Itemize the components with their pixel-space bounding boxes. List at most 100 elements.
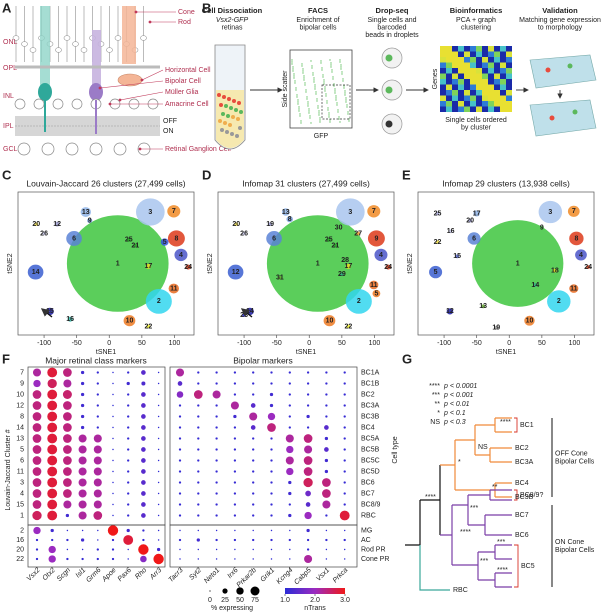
- facs-dot: [309, 117, 311, 119]
- row-label: 15: [16, 501, 24, 508]
- shape: [529, 99, 597, 137]
- dot: [197, 470, 200, 473]
- dot: [51, 538, 54, 542]
- dot: [233, 503, 237, 506]
- bipolar-purple: [92, 30, 101, 90]
- heat-cell: [440, 62, 446, 68]
- facs-dot: [343, 87, 345, 89]
- step-subtitle: Single cells and: [367, 17, 416, 24]
- dot: [252, 503, 255, 506]
- marker-dot: [140, 78, 144, 82]
- heat-cell: [488, 51, 494, 57]
- dot: [215, 382, 218, 385]
- dot: [233, 459, 237, 462]
- cluster: [467, 232, 481, 245]
- dot: [343, 426, 346, 429]
- facs-dot: [292, 70, 294, 72]
- dot: [78, 489, 87, 498]
- heat-cell: [494, 101, 500, 107]
- right-box: [169, 524, 358, 568]
- leaf-label: BC8/9?: [520, 492, 543, 499]
- row-label: 22: [16, 556, 24, 563]
- dot: [127, 437, 130, 440]
- cluster: [586, 265, 591, 269]
- heat-cell: [476, 51, 482, 57]
- heat-cell: [488, 90, 494, 96]
- cluster: [126, 238, 131, 242]
- facs-dot: [294, 82, 296, 84]
- layer-label: OPL: [3, 65, 17, 72]
- node-annotation: ****: [500, 419, 511, 426]
- dot: [80, 381, 85, 386]
- facs-dot: [342, 78, 344, 80]
- color-key-label: 2.0: [310, 597, 320, 604]
- dot: [111, 548, 115, 551]
- nucleus: [80, 47, 88, 53]
- row-label: 3: [20, 479, 24, 486]
- dot: [270, 548, 273, 551]
- shape: [419, 545, 450, 591]
- gene-label: Vsx1: [315, 567, 331, 583]
- cluster-label: 12: [446, 308, 454, 315]
- dot: [80, 538, 85, 542]
- facs-dot: [313, 81, 315, 83]
- dot: [249, 412, 258, 421]
- dot: [66, 538, 69, 542]
- node-annotation: ***: [470, 505, 478, 512]
- dot: [48, 555, 56, 563]
- dot: [47, 488, 58, 499]
- panel-letter: E: [402, 167, 411, 182]
- dot: [178, 470, 182, 473]
- dot: [153, 553, 164, 565]
- cluster-label: 2: [357, 298, 361, 305]
- cluster: [333, 243, 338, 248]
- cell-type-label: BC2: [361, 391, 375, 398]
- dot: [250, 403, 256, 408]
- facs-dot: [327, 109, 329, 111]
- heat-cell: [446, 79, 452, 85]
- heat-cell: [440, 90, 446, 96]
- heat-cell: [452, 46, 458, 52]
- dot: [157, 393, 160, 396]
- step-title: Cell Dissociation: [202, 6, 263, 15]
- heat-cell: [470, 106, 476, 112]
- facs-dot: [345, 101, 347, 103]
- dot: [215, 558, 218, 560]
- dot: [96, 382, 99, 385]
- shape: [514, 544, 519, 588]
- dot: [127, 459, 130, 462]
- dot: [303, 456, 313, 465]
- dot: [289, 529, 291, 532]
- facs-dot: [312, 72, 314, 74]
- dot: [157, 437, 160, 440]
- heat-cell: [470, 57, 476, 63]
- cluster: [435, 240, 440, 244]
- cell-dot: [224, 104, 228, 108]
- cluster: [268, 222, 273, 227]
- leaf-label: BC6: [515, 532, 529, 539]
- dot: [306, 371, 310, 374]
- x-tick-label: -100: [37, 340, 51, 347]
- legend-stars: NS: [430, 419, 440, 426]
- cluster-label: 13: [282, 209, 290, 216]
- x-tick-label: -50: [472, 340, 482, 347]
- facs-dot: [330, 66, 332, 68]
- heat-cell: [464, 46, 470, 52]
- cluster-label: 9: [88, 217, 92, 224]
- heat-cell: [452, 79, 458, 85]
- cluster-label: 3: [348, 209, 352, 216]
- nucleus: [72, 41, 79, 47]
- cluster: [281, 208, 290, 216]
- x-tick-label: 0: [307, 340, 311, 347]
- dot: [78, 467, 87, 476]
- dot: [63, 434, 72, 443]
- facs-dot: [329, 119, 331, 121]
- dot: [234, 529, 236, 532]
- cluster-label: 10: [326, 318, 334, 325]
- dot: [127, 393, 130, 396]
- dot: [47, 499, 58, 510]
- heat-cell: [446, 84, 452, 90]
- facs-dot: [344, 90, 346, 92]
- dot: [63, 379, 72, 388]
- dot: [123, 535, 134, 545]
